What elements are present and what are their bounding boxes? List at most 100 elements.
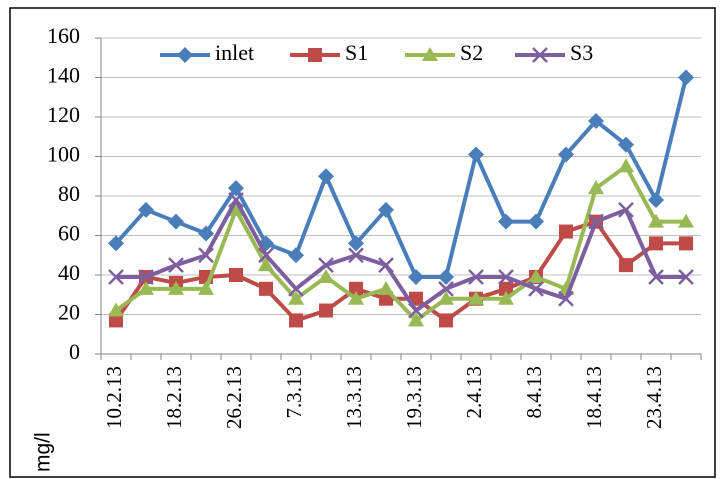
- marker: [438, 290, 454, 305]
- y-tick-label: 40: [58, 260, 80, 285]
- marker: [588, 112, 604, 129]
- marker: [648, 213, 664, 228]
- y-tick-label: 80: [58, 181, 80, 206]
- x-tick-label: 18.2.13: [162, 366, 186, 429]
- marker: [348, 247, 364, 264]
- y-tick-label: 100: [47, 142, 80, 167]
- marker: [679, 236, 693, 251]
- marker: [138, 280, 154, 295]
- marker: [108, 235, 124, 252]
- y-tick-label: 120: [47, 102, 80, 127]
- x-tick-label: 10.2.13: [102, 366, 126, 429]
- x-tick-label: 26.2.13: [222, 366, 246, 429]
- marker: [318, 257, 334, 274]
- marker: [408, 268, 424, 285]
- marker: [348, 235, 364, 252]
- marker: [498, 269, 514, 285]
- marker: [649, 236, 663, 251]
- legend-label: S1: [345, 40, 368, 65]
- x-tick-label: 13.3.13: [342, 366, 366, 429]
- x-tick-label: 8.4.13: [522, 366, 546, 419]
- marker: [408, 312, 424, 327]
- x-tick-label: 23.4.13: [642, 366, 666, 429]
- marker: [258, 257, 274, 272]
- marker: [228, 192, 244, 208]
- marker: [288, 280, 304, 297]
- marker: [258, 247, 274, 264]
- y-tick-label: 60: [58, 221, 80, 246]
- marker: [177, 47, 193, 63]
- marker: [528, 268, 544, 283]
- legend-label: S3: [570, 40, 593, 65]
- marker: [528, 213, 544, 230]
- marker: [348, 290, 364, 305]
- marker: [318, 268, 334, 283]
- marker: [198, 280, 214, 295]
- frame: [9, 7, 716, 478]
- marker: [138, 269, 154, 285]
- marker: [678, 213, 694, 228]
- marker: [378, 280, 394, 295]
- marker: [289, 313, 303, 328]
- marker: [558, 146, 574, 163]
- marker: [288, 290, 304, 305]
- marker: [438, 268, 454, 285]
- marker: [618, 136, 634, 153]
- marker: [618, 201, 634, 218]
- marker: [229, 268, 243, 282]
- marker: [498, 213, 514, 230]
- marker: [588, 213, 604, 230]
- marker: [558, 290, 574, 307]
- marker: [378, 201, 394, 218]
- marker: [532, 47, 548, 63]
- marker: [618, 158, 634, 173]
- marker: [559, 224, 573, 239]
- y-tick-label: 140: [47, 63, 80, 88]
- x-tick-label: 19.3.13: [402, 366, 426, 429]
- marker: [108, 269, 124, 285]
- marker: [138, 201, 154, 218]
- marker: [198, 225, 214, 242]
- marker: [308, 48, 322, 62]
- marker: [198, 247, 214, 264]
- marker: [228, 180, 244, 197]
- legend-label: inlet: [215, 40, 254, 65]
- marker: [648, 269, 664, 285]
- marker: [422, 47, 438, 61]
- marker: [588, 180, 604, 195]
- y-tick-label: 160: [47, 23, 80, 48]
- marker: [438, 280, 454, 297]
- marker: [499, 281, 513, 296]
- marker: [319, 303, 333, 318]
- marker: [408, 302, 424, 319]
- marker: [378, 257, 394, 274]
- y-tick-label: 0: [69, 339, 80, 364]
- y-axis-label: mg/l: [32, 432, 55, 472]
- marker: [498, 290, 514, 305]
- marker: [259, 281, 273, 296]
- marker: [349, 281, 363, 296]
- marker: [678, 269, 694, 285]
- marker: [168, 280, 184, 295]
- legend-label: S2: [460, 40, 483, 65]
- marker: [168, 213, 184, 230]
- marker: [318, 168, 334, 185]
- series-line: [114, 77, 688, 279]
- x-tick-label: 18.4.13: [582, 366, 606, 429]
- y-tick-label: 20: [58, 300, 80, 325]
- marker: [168, 257, 184, 274]
- marker: [468, 290, 484, 305]
- series-line: [116, 197, 686, 313]
- marker: [528, 280, 544, 297]
- marker: [648, 191, 664, 208]
- marker: [678, 69, 694, 86]
- marker: [108, 302, 124, 317]
- marker: [288, 247, 304, 264]
- x-tick-label: 7.3.13: [282, 366, 306, 419]
- x-tick-label: 2.4.13: [462, 366, 486, 419]
- marker: [228, 201, 244, 216]
- marker: [468, 146, 484, 163]
- marker: [109, 313, 123, 328]
- marker: [439, 313, 453, 328]
